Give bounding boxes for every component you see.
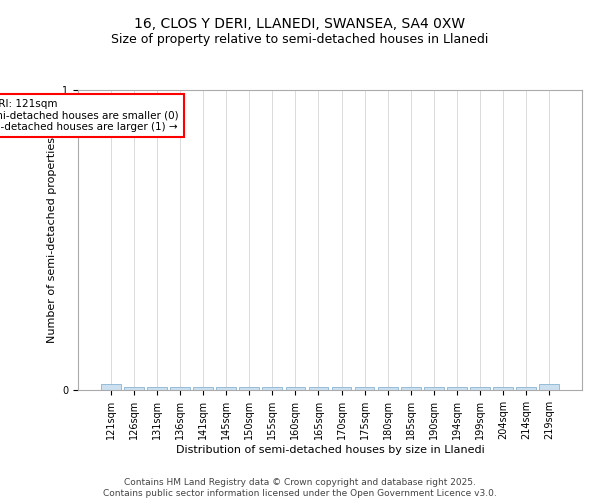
Bar <box>447 387 467 390</box>
Text: 16 CLOS Y DERI: 121sqm
← <1% of semi-detached houses are smaller (0)
>99% of sem: 16 CLOS Y DERI: 121sqm ← <1% of semi-det… <box>0 99 178 132</box>
Bar <box>308 387 328 390</box>
Text: 16, CLOS Y DERI, LLANEDI, SWANSEA, SA4 0XW: 16, CLOS Y DERI, LLANEDI, SWANSEA, SA4 0… <box>134 18 466 32</box>
Bar <box>286 387 305 390</box>
Bar <box>401 387 421 390</box>
Bar <box>539 384 559 390</box>
Bar <box>124 387 143 390</box>
Bar <box>424 387 443 390</box>
X-axis label: Distribution of semi-detached houses by size in Llanedi: Distribution of semi-detached houses by … <box>176 444 484 454</box>
Bar <box>217 387 236 390</box>
Bar <box>193 387 213 390</box>
Bar <box>470 387 490 390</box>
Bar <box>332 387 352 390</box>
Bar <box>101 384 121 390</box>
Bar <box>378 387 398 390</box>
Bar <box>262 387 282 390</box>
Text: Contains HM Land Registry data © Crown copyright and database right 2025.
Contai: Contains HM Land Registry data © Crown c… <box>103 478 497 498</box>
Text: Size of property relative to semi-detached houses in Llanedi: Size of property relative to semi-detach… <box>112 32 488 46</box>
Bar <box>493 387 513 390</box>
Bar <box>517 387 536 390</box>
Bar <box>147 387 167 390</box>
Bar <box>355 387 374 390</box>
Y-axis label: Number of semi-detached properties: Number of semi-detached properties <box>47 137 56 343</box>
Bar <box>170 387 190 390</box>
Bar <box>239 387 259 390</box>
